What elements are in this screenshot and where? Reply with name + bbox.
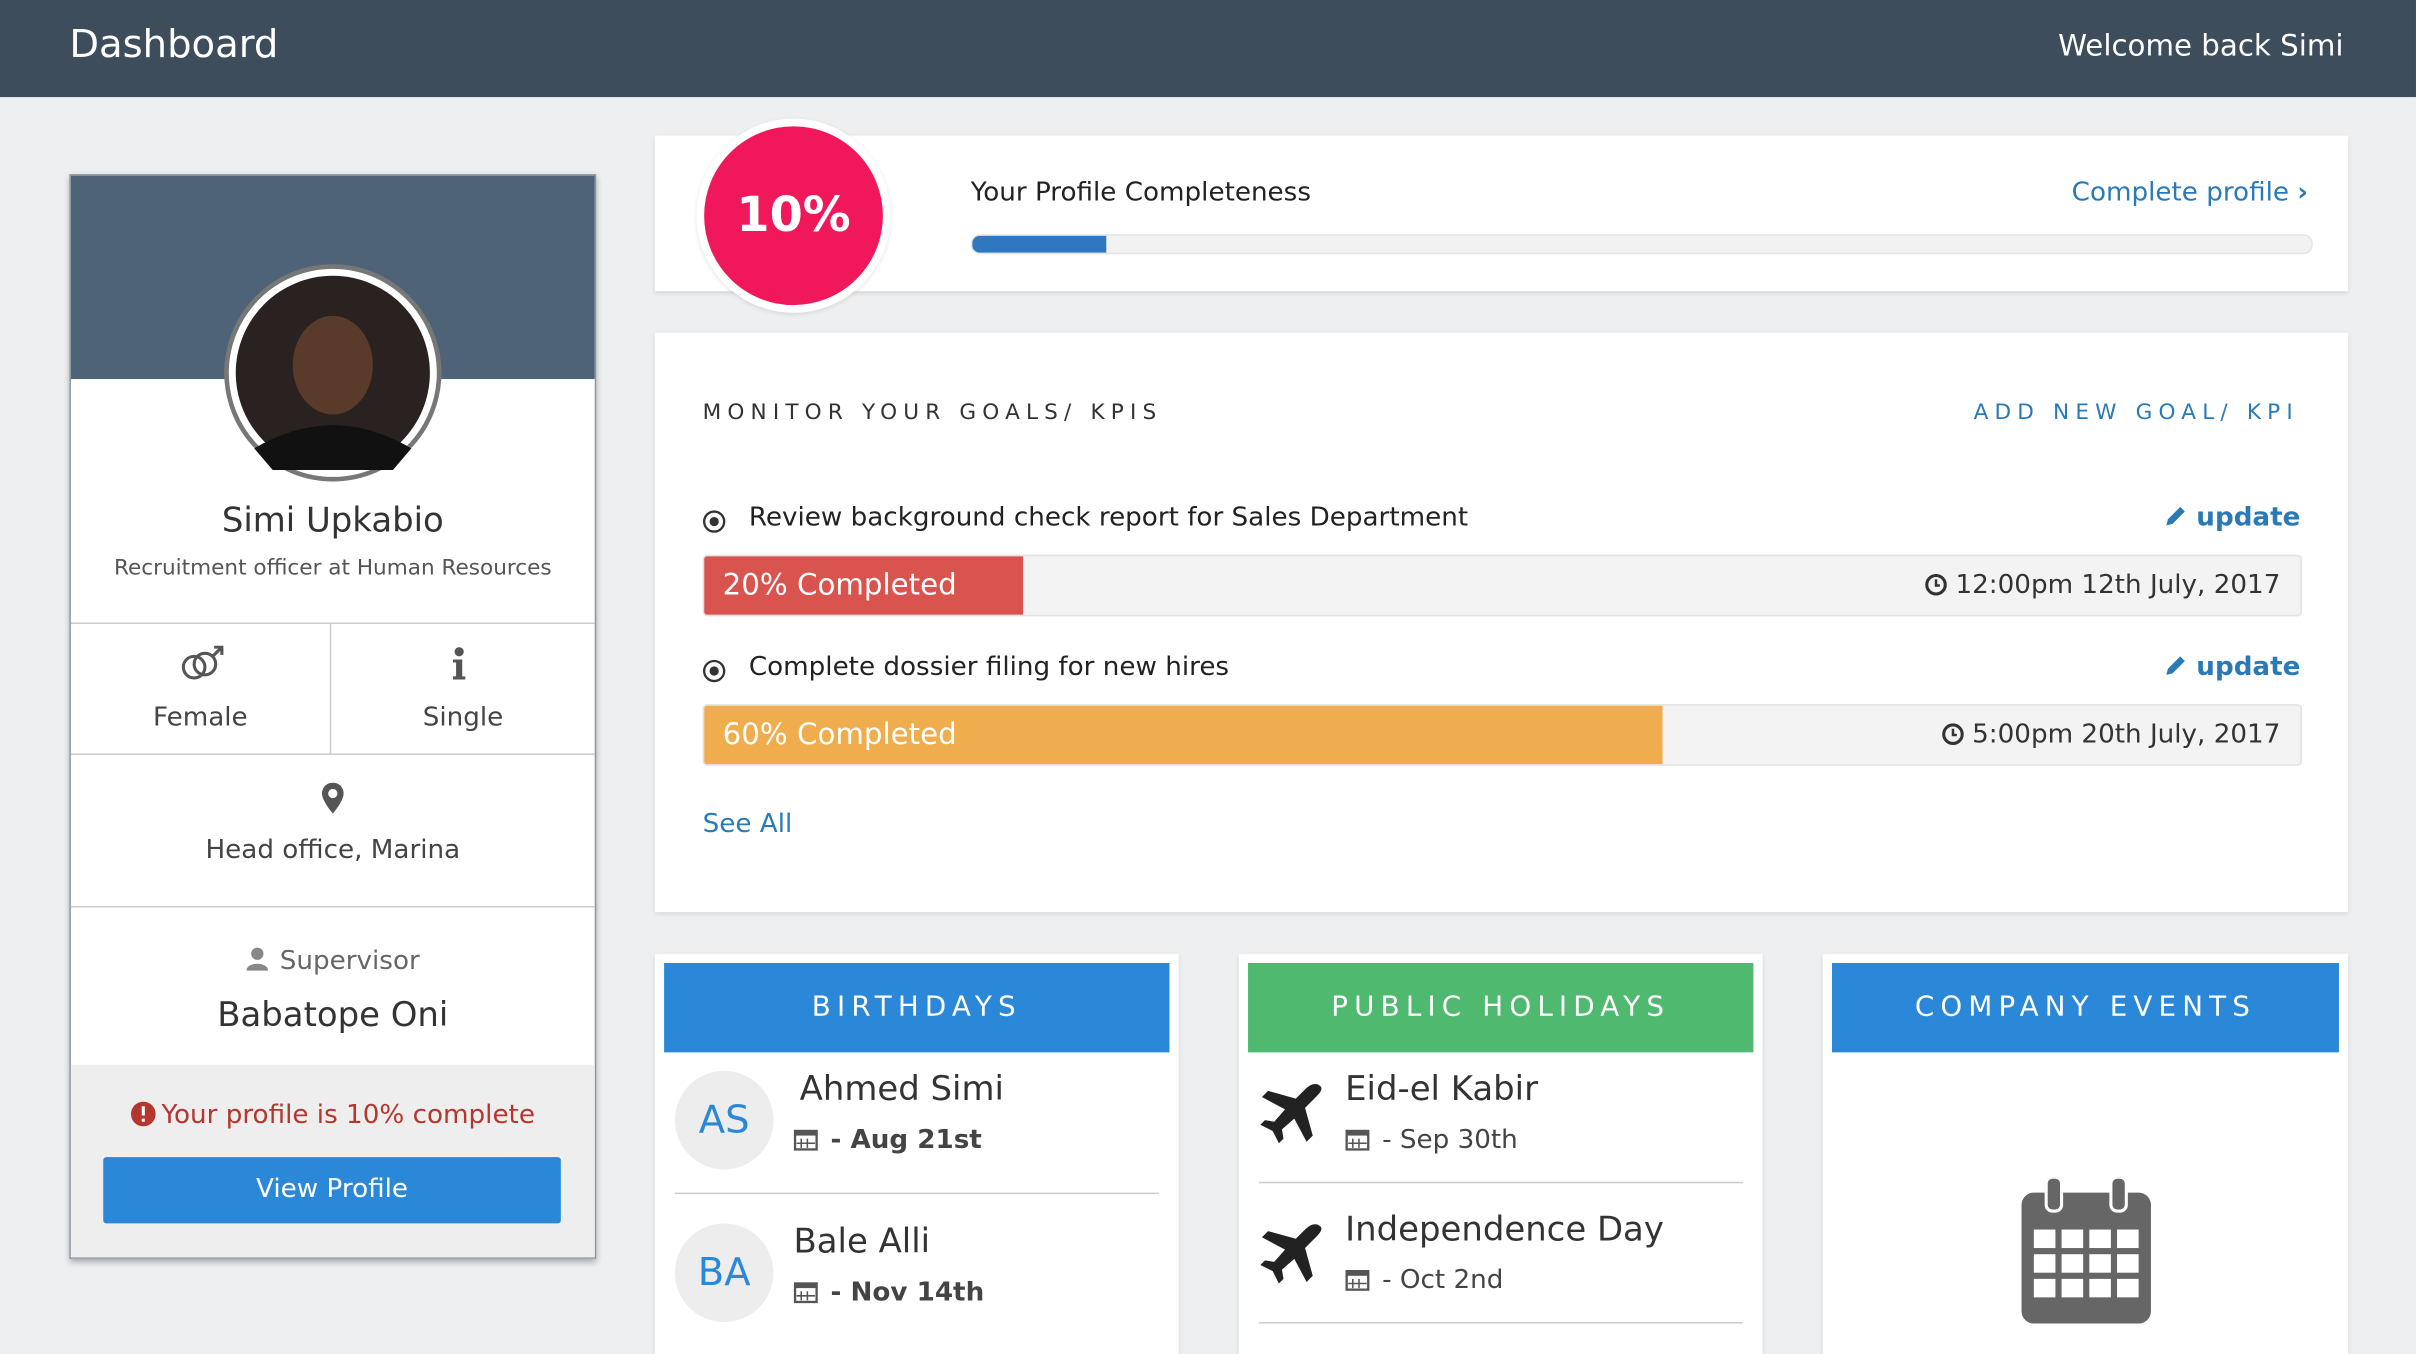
calendar-small	[793, 1129, 818, 1151]
plane-icon	[1260, 1224, 1322, 1284]
goal-icon	[702, 507, 726, 536]
completeness-card: Your Profile Completeness Complete profi…	[654, 135, 2349, 292]
welcome: Welcome back Simi	[2058, 29, 2344, 64]
goal-fill	[704, 705, 1662, 765]
goals-card: MONITOR YOUR GOALS/ KPIS ADD NEW GOAL/ K…	[654, 332, 2349, 913]
location: Head office, Marina	[205, 835, 461, 866]
pencil-icon	[2167, 656, 2186, 675]
plane	[1259, 1080, 1327, 1154]
holiday-name: Eid-el Kabir	[1345, 1070, 1539, 1110]
pencil-icon	[2167, 506, 2186, 526]
goal-title: Review background check report for Sales…	[748, 502, 1469, 534]
deadline-text: 12:00pm 12th July, 2017	[1955, 570, 2281, 601]
holiday-name: Independence Day	[1345, 1211, 1664, 1250]
date-row: - Nov 14th	[793, 1277, 985, 1309]
goal-title: Complete dossier filing for new hires	[748, 651, 1230, 683]
target-icon	[702, 659, 726, 683]
plane	[1259, 1220, 1327, 1294]
goal-bar: 20% Completed 12:00pm 12th July, 2017	[702, 554, 2302, 617]
goal-fill	[704, 556, 1024, 615]
date: - Aug 21st	[830, 1124, 982, 1156]
calendar-small	[793, 1282, 818, 1304]
goal-deadline: 12:00pm 12th July, 2017	[1925, 556, 2281, 615]
alert-icon	[130, 1101, 156, 1127]
supervisor-label: Supervisor	[279, 946, 420, 977]
update-text[interactable]: update	[2196, 651, 2301, 683]
calendar-small	[1345, 1129, 1370, 1151]
birthday-name: Ahmed Simi	[799, 1070, 1004, 1110]
completeness-badge: 10%	[696, 118, 891, 313]
completeness-track	[970, 234, 2313, 255]
complete-profile-link[interactable]: Complete profile ›	[2071, 177, 2309, 209]
date: - Oct 2nd	[1382, 1264, 1504, 1296]
divider	[70, 622, 595, 625]
calendar-icon	[2021, 1177, 2151, 1324]
holidays-card: PUBLIC HOLIDAYS Eid-el Kabir - Sep 30th In…	[1238, 953, 1763, 1354]
divider	[1258, 1322, 1743, 1324]
holidays-header: PUBLIC HOLIDAYS	[1248, 963, 1754, 1053]
completeness-title: Your Profile Completeness	[970, 177, 1311, 209]
date-row: - Oct 2nd	[1345, 1265, 1503, 1296]
goal-bar: 60% Completed 5:00pm 20th July, 2017	[702, 704, 2302, 766]
update-link[interactable]: update	[2164, 502, 2300, 533]
completeness-fill	[972, 235, 1107, 253]
date: - Nov 14th	[830, 1277, 985, 1309]
goal-progress-label: 20% Completed	[722, 568, 957, 603]
goals-title: MONITOR YOUR GOALS/ KPIS	[702, 400, 1163, 426]
deadline-text: 5:00pm 20th July, 2017	[1972, 719, 2281, 751]
status: Single	[422, 702, 504, 734]
goal-icon	[702, 656, 726, 685]
clock-icon	[1925, 573, 1947, 596]
goal-deadline: 5:00pm 20th July, 2017	[1941, 706, 2280, 765]
date-row: - Aug 21st	[793, 1124, 982, 1156]
profile-note: Your profile is 10% complete	[71, 1100, 595, 1131]
update-link[interactable]: update	[2164, 652, 2300, 683]
initials: AS	[674, 1070, 774, 1170]
goal-progress-label: 60% Completed	[722, 718, 957, 752]
info-icon	[452, 647, 466, 680]
link-text[interactable]: Complete profile	[2071, 177, 2289, 209]
gender-icon	[181, 645, 224, 680]
calendar-small	[1345, 1270, 1370, 1291]
top-bar: Dashboard Welcome back Simi	[0, 0, 2416, 98]
plane-icon	[1260, 1083, 1322, 1144]
profile-role: Recruitment officer at Human Resources	[113, 556, 552, 581]
supervisor-row: Supervisor	[71, 946, 595, 977]
date-row: - Sep 30th	[1345, 1125, 1518, 1156]
birthdays-header: BIRTHDAYS	[664, 963, 1170, 1053]
profile-card: Simi Upkabio Recruitment officer at Huma…	[69, 174, 597, 1259]
divider	[1258, 1181, 1743, 1184]
birthday-name: Bale Alli	[793, 1223, 931, 1262]
divider	[674, 1192, 1159, 1195]
view-profile-button[interactable]: View Profile	[103, 1157, 561, 1224]
events-card: COMPANY EVENTS	[1822, 953, 2349, 1354]
see-all-link[interactable]: See All	[702, 808, 793, 840]
birthdays-card: BIRTHDAYS AS Ahmed Simi - Aug 21st BA Bale A…	[654, 953, 1179, 1354]
add-goal-link[interactable]: ADD NEW GOAL/ KPI	[1973, 400, 2299, 426]
user-icon	[245, 947, 268, 971]
profile-name: Simi Upkabio	[221, 502, 444, 541]
initials: BA	[674, 1223, 774, 1323]
divider	[329, 622, 332, 754]
divider	[70, 753, 595, 755]
note-text: Your profile is 10% complete	[161, 1100, 535, 1131]
gender: Female	[152, 702, 248, 734]
avatar	[224, 264, 442, 482]
location-icon	[322, 782, 344, 814]
divider	[70, 905, 595, 908]
events-header: COMPANY EVENTS	[1832, 963, 2339, 1053]
clock-icon	[1942, 723, 1964, 745]
date: - Sep 30th	[1382, 1124, 1518, 1156]
target-icon	[702, 510, 726, 533]
app-title: Dashboard	[69, 21, 279, 67]
update-text[interactable]: update	[2196, 502, 2301, 534]
supervisor: Babatope Oni	[217, 996, 449, 1036]
